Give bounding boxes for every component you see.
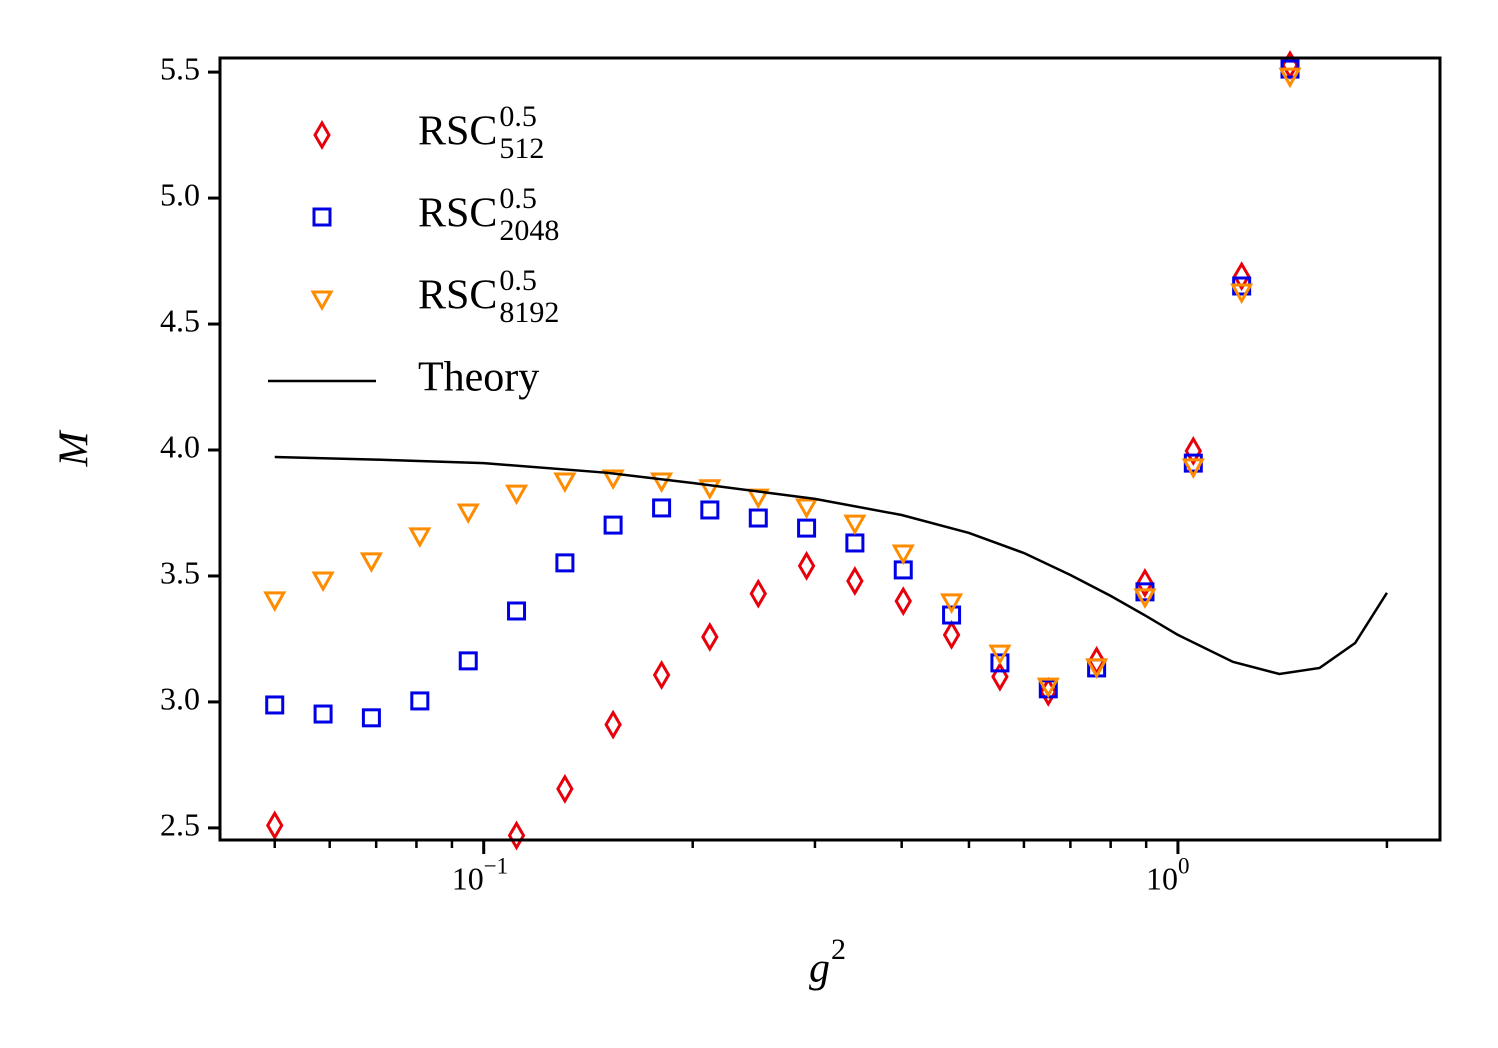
x-axis-label-sup: 2 [831, 933, 846, 966]
triangle-marker [359, 552, 383, 573]
triangle-marker [795, 498, 819, 520]
legend-label: Theory [418, 355, 539, 401]
triangle-marker [940, 593, 964, 614]
triangle-marker [1181, 458, 1205, 479]
triangle-marker [1230, 283, 1254, 305]
triangle-marker [553, 472, 577, 494]
y-tick-label: 3.5 [160, 554, 200, 590]
diamond-marker [991, 661, 1009, 692]
legend-label-sub: 8192 [499, 296, 559, 329]
legend-label-sup: 0.5 [499, 264, 537, 297]
x-tick-exponent: 0 [1178, 853, 1190, 878]
square-marker [312, 207, 332, 227]
diamond-marker [313, 120, 331, 150]
square-marker [361, 708, 381, 728]
diamond-marker [797, 550, 816, 581]
triangle-marker [843, 514, 867, 536]
legend-label-sub: 512 [499, 132, 544, 165]
diamond-marker [701, 621, 719, 652]
triangle-marker [456, 503, 480, 525]
square-marker [555, 553, 575, 573]
square-marker [942, 605, 962, 625]
square-marker [410, 691, 430, 711]
triangle-marker [310, 290, 334, 312]
square-marker [265, 695, 285, 715]
diamond-marker [556, 773, 574, 804]
square-marker [507, 601, 527, 621]
square-marker [700, 500, 720, 520]
square-marker [313, 704, 333, 724]
x-tick-label: 10 [452, 860, 484, 896]
plot-frame [218, 56, 1442, 842]
diamond-marker [846, 566, 864, 596]
triangle-marker [1278, 67, 1302, 89]
y-tick-label: 4.5 [160, 302, 200, 338]
legend-label-sup: 0.5 [499, 100, 537, 133]
legend-label-sup: 0.5 [499, 182, 537, 215]
square-marker [748, 508, 768, 528]
triangle-marker [988, 644, 1012, 666]
theory-line [274, 455, 1388, 676]
triangle-marker [1085, 658, 1109, 679]
triangle-marker [311, 571, 335, 593]
x-axis-label: g [809, 946, 830, 992]
diamond-marker [1136, 568, 1154, 599]
square-marker [652, 498, 672, 518]
legend-label: RSC [418, 109, 497, 155]
triangle-marker [698, 479, 722, 500]
diamond-marker [265, 810, 284, 841]
diamond-marker [507, 820, 526, 851]
x-tick-label: 10 [1146, 860, 1178, 896]
triangle-marker [1133, 588, 1157, 609]
triangle-marker [263, 591, 287, 612]
diamond-marker [942, 619, 961, 650]
y-tick-label: 5.0 [160, 176, 200, 212]
triangle-marker [650, 472, 674, 494]
diamond-marker [749, 578, 768, 609]
y-tick-label: 3.0 [160, 680, 200, 716]
square-marker [603, 515, 623, 535]
diamond-marker [1184, 436, 1203, 466]
triangle-marker [408, 527, 432, 548]
legend-label: RSC [418, 273, 497, 319]
diamond-marker [652, 660, 671, 690]
triangle-marker [504, 484, 529, 506]
y-tick-label: 5.5 [160, 50, 200, 86]
diamond-marker [894, 586, 912, 617]
triangle-marker [891, 544, 915, 566]
diamond-marker [1232, 261, 1251, 292]
triangle-marker [746, 488, 770, 510]
triangle-marker [601, 469, 625, 491]
legend-label: RSC [418, 191, 497, 237]
triangle-marker [1036, 677, 1060, 699]
y-axis-label: M [52, 430, 98, 468]
legend-label-sub: 2048 [499, 214, 559, 247]
y-tick-label: 2.5 [160, 806, 200, 842]
x-tick-exponent: −1 [484, 853, 508, 878]
diamond-marker [604, 709, 622, 740]
square-marker [797, 518, 817, 538]
square-marker [990, 653, 1010, 673]
square-marker [458, 651, 478, 671]
y-tick-label: 4.0 [160, 428, 200, 464]
